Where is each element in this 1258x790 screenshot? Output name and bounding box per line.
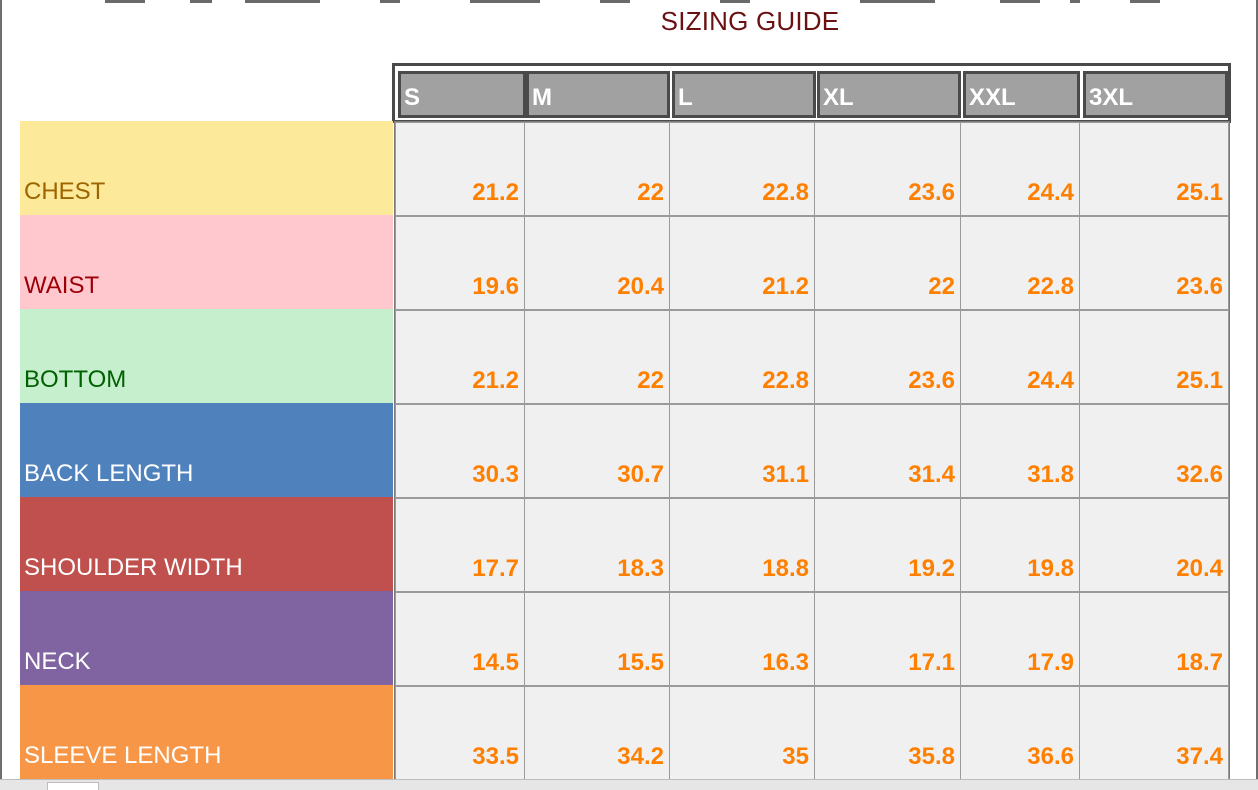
value-cell: 22: [524, 310, 670, 404]
row-label-shoulder-width: SHOULDER WIDTH: [20, 497, 393, 591]
value-cell: 22.8: [669, 310, 815, 404]
value-cell: 18.8: [669, 498, 815, 592]
size-header-m: M: [526, 71, 670, 118]
value-cell: 22.8: [960, 216, 1080, 310]
value-cell: 22: [524, 122, 670, 216]
cropped-row-remnant: [0, 0, 1258, 4]
row-label-chest: CHEST: [20, 121, 393, 215]
value-cell: 31.1: [669, 404, 815, 498]
row-label-neck: NECK: [20, 591, 393, 685]
value-cell: 17.9: [960, 592, 1080, 686]
size-header-xl: XL: [817, 71, 961, 118]
size-header-s: S: [398, 71, 526, 118]
size-header-3xl: 3XL: [1083, 71, 1228, 118]
value-cell: 32.6: [1079, 404, 1229, 498]
value-cell: 36.6: [960, 686, 1080, 780]
value-cell: 21.2: [395, 310, 525, 404]
page-title: SIZING GUIDE: [560, 6, 940, 37]
value-cell: 20.4: [524, 216, 670, 310]
value-cell: 22.8: [669, 122, 815, 216]
sheet-tab[interactable]: [47, 782, 99, 790]
value-cell: 21.2: [669, 216, 815, 310]
value-cell: 21.2: [395, 122, 525, 216]
value-cell: 22: [814, 216, 961, 310]
value-cell: 31.8: [960, 404, 1080, 498]
sheet-tab-bar: [0, 779, 1258, 790]
row-label-waist: WAIST: [20, 215, 393, 309]
value-cell: 18.3: [524, 498, 670, 592]
window-frame-left: [0, 0, 2, 790]
value-cell: 19.2: [814, 498, 961, 592]
size-header-row: S M L XL XXL 3XL: [392, 63, 1231, 123]
value-cell: 24.4: [960, 122, 1080, 216]
value-cell: 14.5: [395, 592, 525, 686]
value-cell: 18.7: [1079, 592, 1229, 686]
size-header-l: L: [672, 71, 816, 118]
value-cell: 37.4: [1079, 686, 1229, 780]
value-cell: 19.8: [960, 498, 1080, 592]
value-cell: 31.4: [814, 404, 961, 498]
value-cell: 20.4: [1079, 498, 1229, 592]
value-cell: 23.6: [814, 310, 961, 404]
value-cell: 23.6: [1079, 216, 1229, 310]
value-cell: 15.5: [524, 592, 670, 686]
size-header-xxl: XXL: [963, 71, 1080, 118]
value-cell: 33.5: [395, 686, 525, 780]
value-cell: 17.7: [395, 498, 525, 592]
value-cell: 16.3: [669, 592, 815, 686]
row-label-back-length: BACK LENGTH: [20, 403, 393, 497]
value-cell: 23.6: [814, 122, 961, 216]
row-label-sleeve-length: SLEEVE LENGTH: [20, 685, 393, 779]
value-cell: 35: [669, 686, 815, 780]
value-cell: 24.4: [960, 310, 1080, 404]
value-cell: 25.1: [1079, 122, 1229, 216]
value-cell: 30.3: [395, 404, 525, 498]
size-value-grid: 21.2 22 22.8 23.6 24.4 25.1 19.6 20.4 21.2 22 22.8…: [394, 121, 1230, 781]
value-cell: 17.1: [814, 592, 961, 686]
value-cell: 35.8: [814, 686, 961, 780]
value-cell: 34.2: [524, 686, 670, 780]
value-cell: 25.1: [1079, 310, 1229, 404]
value-cell: 30.7: [524, 404, 670, 498]
row-label-bottom: BOTTOM: [20, 309, 393, 403]
value-cell: 19.6: [395, 216, 525, 310]
